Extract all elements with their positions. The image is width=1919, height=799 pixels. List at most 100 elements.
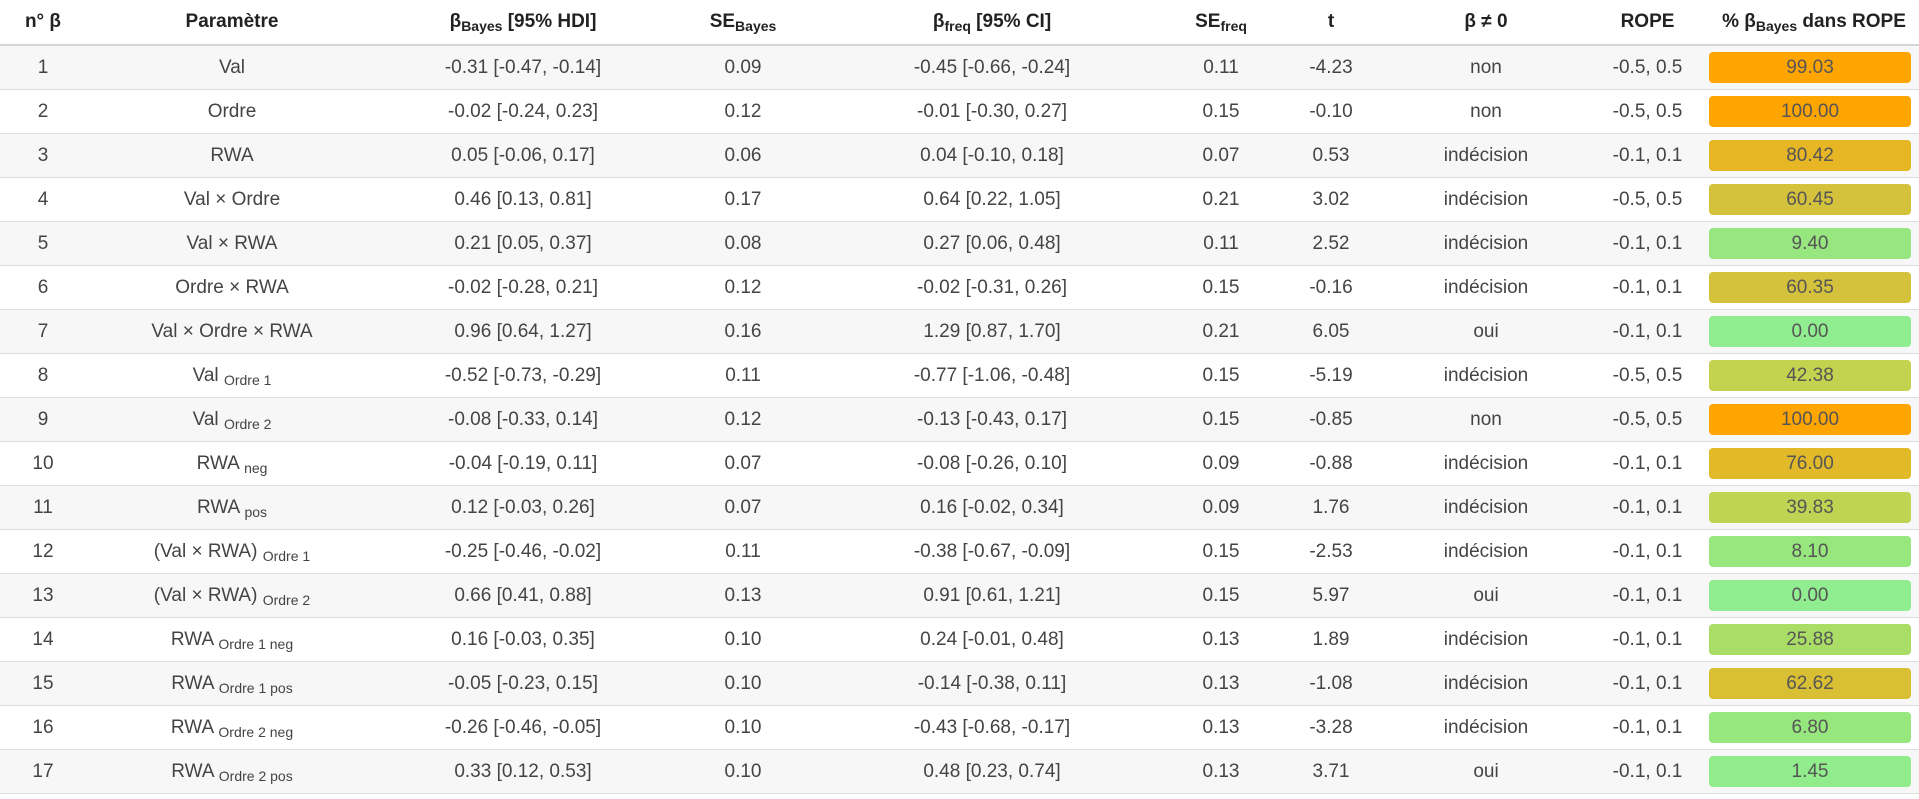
cell-se-freq: 0.11 <box>1166 221 1276 266</box>
cell-pct-in-rope: 100.00 <box>1709 397 1919 442</box>
cell-pct-in-rope: 60.45 <box>1709 177 1919 222</box>
pct-rope-bar: 100.00 <box>1709 404 1911 435</box>
pct-rope-bar: 0.00 <box>1709 580 1911 611</box>
cell-pct-in-rope: 1.45 <box>1709 749 1919 794</box>
cell-se-bayes: 0.06 <box>668 133 818 178</box>
cell-beta-neq-zero: oui <box>1386 749 1586 794</box>
cell-beta-freq: 0.27 [0.06, 0.48] <box>818 221 1166 266</box>
cell-rope: -0.1, 0.1 <box>1586 529 1709 574</box>
cell-beta-neq-zero: indécision <box>1386 221 1586 266</box>
header-rope: ROPE <box>1586 0 1709 46</box>
cell-pct-in-rope: 62.62 <box>1709 661 1919 706</box>
cell-param: RWA neg <box>86 441 378 486</box>
cell-rope: -0.5, 0.5 <box>1586 177 1709 222</box>
cell-beta-freq: 0.91 [0.61, 1.21] <box>818 573 1166 618</box>
cell-se-freq: 0.11 <box>1166 45 1276 90</box>
header-se-freq: SEfreq <box>1166 0 1276 46</box>
pct-rope-bar: 25.88 <box>1709 624 1911 655</box>
cell-se-freq: 0.13 <box>1166 705 1276 750</box>
pct-rope-bar: 6.80 <box>1709 712 1911 743</box>
header-row: n° β Paramètre βBayes [95% HDI] SEBayes … <box>0 0 1919 46</box>
cell-se-freq: 0.13 <box>1166 749 1276 794</box>
cell-param: Val Ordre 2 <box>86 397 378 442</box>
cell-se-freq: 0.07 <box>1166 133 1276 178</box>
cell-param: Val Ordre 1 <box>86 353 378 398</box>
cell-t: -3.28 <box>1276 705 1386 750</box>
cell-beta-bayes: -0.02 [-0.28, 0.21] <box>378 265 668 310</box>
cell-param: RWA Ordre 2 pos <box>86 749 378 794</box>
cell-rope: -0.1, 0.1 <box>1586 573 1709 618</box>
cell-n: 12 <box>0 529 86 574</box>
cell-rope: -0.1, 0.1 <box>1586 309 1709 354</box>
cell-n: 1 <box>0 45 86 90</box>
cell-beta-neq-zero: indécision <box>1386 485 1586 530</box>
cell-n: 3 <box>0 133 86 178</box>
cell-beta-bayes: 0.33 [0.12, 0.53] <box>378 749 668 794</box>
cell-param: (Val × RWA) Ordre 1 <box>86 529 378 574</box>
table-row: 1 Val -0.31 [-0.47, -0.14] 0.09 -0.45 [-0.6… <box>0 45 1919 90</box>
cell-se-bayes: 0.07 <box>668 441 818 486</box>
cell-beta-bayes: -0.02 [-0.24, 0.23] <box>378 89 668 134</box>
pct-rope-bar: 62.62 <box>1709 668 1911 699</box>
cell-se-freq: 0.15 <box>1166 353 1276 398</box>
cell-n: 11 <box>0 485 86 530</box>
cell-beta-freq: -0.77 [-1.06, -0.48] <box>818 353 1166 398</box>
pct-rope-bar: 0.00 <box>1709 316 1911 347</box>
cell-t: 5.97 <box>1276 573 1386 618</box>
cell-beta-bayes: 0.66 [0.41, 0.88] <box>378 573 668 618</box>
pct-rope-bar: 8.10 <box>1709 536 1911 567</box>
cell-rope: -0.1, 0.1 <box>1586 441 1709 486</box>
table-row: 4 Val × Ordre 0.46 [0.13, 0.81] 0.17 0.64 [… <box>0 177 1919 222</box>
header-beta-neq-zero: β ≠ 0 <box>1386 0 1586 46</box>
cell-beta-freq: 0.16 [-0.02, 0.34] <box>818 485 1166 530</box>
cell-beta-bayes: 0.05 [-0.06, 0.17] <box>378 133 668 178</box>
table-row: 12 (Val × RWA) Ordre 1 -0.25 [-0.46, -0.02… <box>0 529 1919 574</box>
cell-beta-bayes: -0.26 [-0.46, -0.05] <box>378 705 668 750</box>
cell-beta-freq: 0.04 [-0.10, 0.18] <box>818 133 1166 178</box>
header-beta-bayes: βBayes [95% HDI] <box>378 0 668 46</box>
cell-se-bayes: 0.10 <box>668 617 818 662</box>
cell-t: 1.89 <box>1276 617 1386 662</box>
cell-beta-neq-zero: non <box>1386 45 1586 90</box>
cell-beta-neq-zero: non <box>1386 397 1586 442</box>
cell-se-bayes: 0.07 <box>668 485 818 530</box>
cell-param: RWA Ordre 2 neg <box>86 705 378 750</box>
pct-rope-bar: 60.45 <box>1709 184 1911 215</box>
cell-se-bayes: 0.16 <box>668 309 818 354</box>
cell-beta-neq-zero: oui <box>1386 573 1586 618</box>
pct-rope-bar: 80.42 <box>1709 140 1911 171</box>
cell-rope: -0.1, 0.1 <box>1586 485 1709 530</box>
cell-beta-bayes: 0.96 [0.64, 1.27] <box>378 309 668 354</box>
cell-pct-in-rope: 25.88 <box>1709 617 1919 662</box>
cell-pct-in-rope: 6.80 <box>1709 705 1919 750</box>
cell-n: 7 <box>0 309 86 354</box>
cell-rope: -0.5, 0.5 <box>1586 89 1709 134</box>
cell-pct-in-rope: 9.40 <box>1709 221 1919 266</box>
cell-beta-freq: -0.43 [-0.68, -0.17] <box>818 705 1166 750</box>
cell-t: 3.71 <box>1276 749 1386 794</box>
cell-pct-in-rope: 0.00 <box>1709 309 1919 354</box>
cell-beta-bayes: -0.31 [-0.47, -0.14] <box>378 45 668 90</box>
cell-beta-neq-zero: indécision <box>1386 661 1586 706</box>
cell-se-freq: 0.13 <box>1166 617 1276 662</box>
cell-t: -1.08 <box>1276 661 1386 706</box>
cell-rope: -0.1, 0.1 <box>1586 705 1709 750</box>
cell-se-bayes: 0.11 <box>668 353 818 398</box>
cell-n: 17 <box>0 749 86 794</box>
cell-se-freq: 0.15 <box>1166 529 1276 574</box>
pct-rope-bar: 9.40 <box>1709 228 1911 259</box>
table-row: 15 RWA Ordre 1 pos -0.05 [-0.23, 0.15] 0.10… <box>0 661 1919 706</box>
cell-se-bayes: 0.17 <box>668 177 818 222</box>
cell-rope: -0.1, 0.1 <box>1586 617 1709 662</box>
cell-se-freq: 0.21 <box>1166 177 1276 222</box>
cell-beta-freq: 0.64 [0.22, 1.05] <box>818 177 1166 222</box>
cell-rope: -0.1, 0.1 <box>1586 221 1709 266</box>
cell-t: -0.10 <box>1276 89 1386 134</box>
cell-t: -5.19 <box>1276 353 1386 398</box>
table-row: 8 Val Ordre 1 -0.52 [-0.73, -0.29] 0.11 -0.7… <box>0 353 1919 398</box>
cell-se-bayes: 0.10 <box>668 749 818 794</box>
table-row: 5 Val × RWA 0.21 [0.05, 0.37] 0.08 0.27 [0.… <box>0 221 1919 266</box>
cell-se-freq: 0.09 <box>1166 441 1276 486</box>
cell-rope: -0.1, 0.1 <box>1586 661 1709 706</box>
